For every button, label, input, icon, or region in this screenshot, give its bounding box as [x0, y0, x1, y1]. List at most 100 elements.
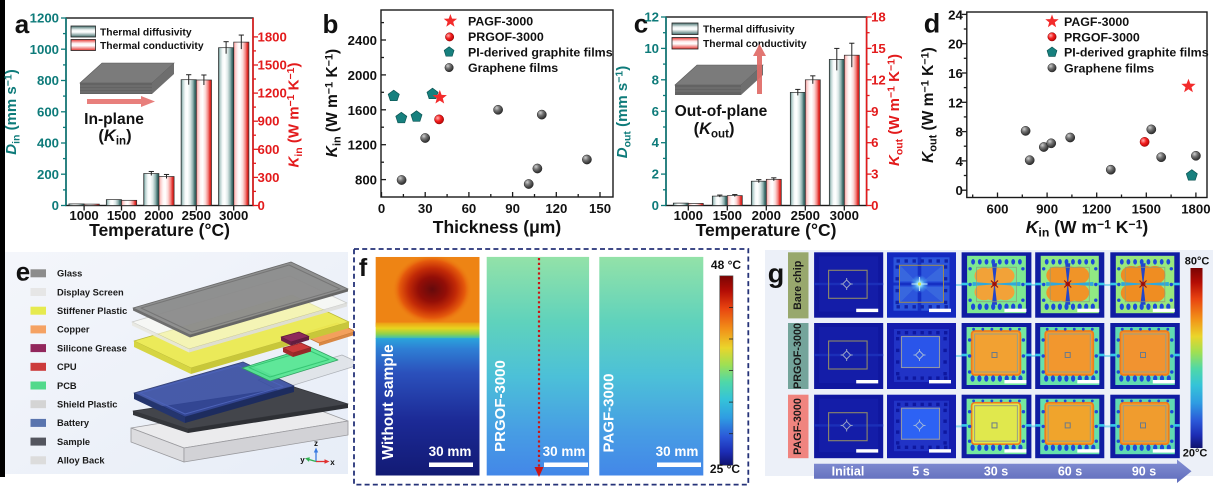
svg-text:d: d [924, 9, 941, 39]
svg-text:Alloy Back: Alloy Back [57, 456, 105, 466]
svg-text:Thermal conductivity: Thermal conductivity [100, 41, 204, 52]
svg-text:Thickness (μm): Thickness (μm) [433, 217, 561, 237]
svg-text:c: c [634, 9, 648, 39]
svg-text:PAGF-3000: PAGF-3000 [792, 398, 804, 455]
svg-text:z: z [314, 439, 318, 448]
svg-text:30 s: 30 s [984, 465, 1008, 479]
svg-text:g: g [768, 259, 785, 289]
svg-text:9: 9 [871, 104, 878, 119]
svg-text:18: 18 [871, 10, 886, 25]
svg-text:0: 0 [871, 198, 878, 213]
svg-text:1200: 1200 [30, 11, 59, 26]
svg-text:2500: 2500 [791, 208, 820, 223]
svg-text:150: 150 [589, 201, 611, 216]
svg-text:2000: 2000 [752, 208, 781, 223]
svg-text:PCB: PCB [57, 381, 77, 391]
svg-text:600: 600 [258, 142, 280, 157]
svg-text:Thermal diffusivity: Thermal diffusivity [100, 28, 192, 39]
svg-text:(Kin): (Kin) [98, 127, 131, 148]
svg-text:Thermal diffusivity: Thermal diffusivity [703, 25, 795, 36]
svg-text:Dout (mm s−1): Dout (mm s−1) [614, 66, 634, 159]
svg-text:0: 0 [258, 198, 265, 213]
svg-text:30: 30 [418, 201, 433, 216]
svg-text:2: 2 [652, 167, 659, 182]
svg-text:12: 12 [644, 10, 659, 25]
svg-text:20: 20 [948, 37, 963, 52]
svg-text:25 °C: 25 °C [710, 462, 740, 476]
svg-text:3000: 3000 [830, 208, 859, 223]
svg-text:Kin (W m−1 K−1): Kin (W m−1 K−1) [285, 63, 305, 168]
svg-text:Kin (W m−1 K−1): Kin (W m−1 K−1) [1026, 217, 1148, 240]
svg-text:900: 900 [258, 114, 280, 129]
svg-text:120: 120 [545, 201, 567, 216]
svg-text:Temperature (°C): Temperature (°C) [696, 220, 837, 240]
svg-text:1000: 1000 [30, 42, 59, 57]
svg-text:2500: 2500 [182, 208, 211, 223]
svg-text:Graphene films: Graphene films [468, 61, 558, 75]
svg-text:1000: 1000 [674, 208, 703, 223]
svg-text:b: b [323, 9, 339, 39]
svg-text:24: 24 [948, 7, 963, 22]
svg-text:30 mm: 30 mm [429, 444, 472, 459]
svg-text:Battery: Battery [57, 418, 90, 428]
svg-text:15: 15 [871, 41, 886, 56]
svg-text:400: 400 [37, 136, 59, 151]
svg-text:4: 4 [652, 135, 660, 150]
svg-text:PAGF-3000: PAGF-3000 [601, 374, 618, 453]
svg-text:0: 0 [378, 201, 385, 216]
svg-text:PRGOF-3000: PRGOF-3000 [468, 30, 544, 44]
svg-text:60 s: 60 s [1058, 465, 1082, 479]
svg-text:8: 8 [652, 72, 659, 87]
svg-text:1800: 1800 [258, 29, 287, 44]
svg-text:60: 60 [462, 201, 477, 216]
svg-text:Display Screen: Display Screen [57, 287, 124, 297]
svg-text:200: 200 [37, 167, 59, 182]
svg-text:0: 0 [652, 198, 659, 213]
svg-text:Copper: Copper [57, 325, 90, 335]
svg-text:10: 10 [644, 41, 659, 56]
svg-text:x: x [330, 458, 335, 467]
svg-text:Silicone Grease: Silicone Grease [57, 343, 127, 353]
svg-text:PAGF-3000: PAGF-3000 [468, 15, 533, 29]
svg-text:300: 300 [258, 170, 280, 185]
svg-text:2000: 2000 [348, 68, 377, 83]
svg-text:1500: 1500 [258, 57, 287, 72]
svg-text:Without sample: Without sample [380, 344, 397, 460]
svg-text:e: e [16, 257, 30, 287]
svg-text:Out-of-plane: Out-of-plane [675, 103, 768, 120]
svg-text:1600: 1600 [348, 103, 377, 118]
svg-text:1200: 1200 [348, 138, 377, 153]
svg-text:1200: 1200 [258, 86, 287, 101]
svg-text:Stiffener Plastic: Stiffener Plastic [57, 306, 127, 316]
svg-text:800: 800 [37, 73, 59, 88]
svg-text:PI-derived graphite films: PI-derived graphite films [468, 46, 613, 60]
svg-text:Shield Plastic: Shield Plastic [57, 400, 117, 410]
svg-text:1500: 1500 [107, 208, 136, 223]
svg-text:30 mm: 30 mm [543, 444, 586, 459]
svg-text:PRGOF-3000: PRGOF-3000 [1064, 30, 1140, 44]
svg-text:Graphene films: Graphene films [1064, 61, 1154, 75]
svg-text:600: 600 [986, 202, 1008, 217]
svg-text:a: a [15, 9, 30, 39]
svg-text:CPU: CPU [57, 362, 77, 372]
svg-text:0: 0 [955, 183, 962, 198]
svg-text:1500: 1500 [713, 208, 742, 223]
svg-text:Kout (W m−1 K−1): Kout (W m−1 K−1) [886, 54, 906, 166]
svg-text:Initial: Initial [832, 465, 865, 479]
svg-text:12: 12 [871, 72, 886, 87]
svg-text:Temperature (°C): Temperature (°C) [89, 220, 230, 240]
svg-text:6: 6 [652, 104, 659, 119]
svg-text:(Kout): (Kout) [694, 120, 735, 141]
svg-text:8: 8 [955, 125, 962, 140]
svg-text:0: 0 [52, 198, 59, 213]
svg-text:600: 600 [37, 104, 59, 119]
svg-text:PRGOF-3000: PRGOF-3000 [492, 360, 509, 452]
svg-text:2400: 2400 [348, 33, 377, 48]
svg-text:1800: 1800 [1181, 202, 1210, 217]
svg-text:30 mm: 30 mm [656, 444, 699, 459]
svg-text:y: y [300, 456, 305, 465]
svg-text:Thermal conductivity: Thermal conductivity [703, 39, 807, 50]
svg-text:2000: 2000 [144, 208, 173, 223]
svg-text:In-plane: In-plane [84, 111, 144, 128]
svg-text:Kout (W m−1 K−1): Kout (W m−1 K−1) [920, 47, 940, 163]
